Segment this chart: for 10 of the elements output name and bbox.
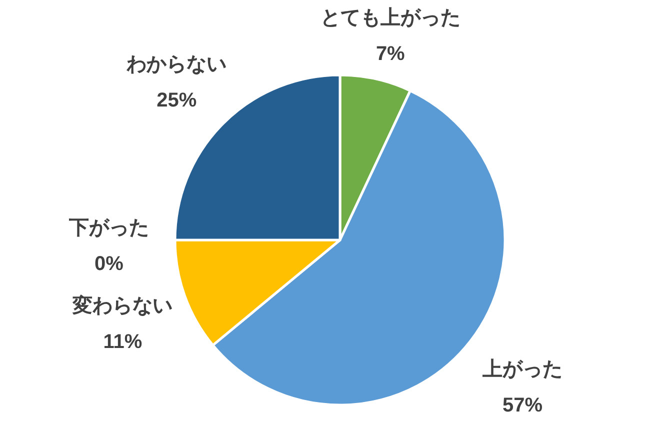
category-label: 下がった [69, 217, 149, 239]
slice-label: 上がった [482, 358, 563, 381]
data-label: 7% [376, 43, 406, 65]
text: 0% [94, 253, 124, 275]
data-label: 57% [502, 394, 543, 417]
data-label: 11% [103, 331, 142, 354]
slice-label: 変わらない [72, 294, 173, 318]
data-label: 25% [156, 90, 197, 112]
slice-label: わからない [126, 54, 227, 76]
slice-label: とても上がった [320, 7, 460, 29]
